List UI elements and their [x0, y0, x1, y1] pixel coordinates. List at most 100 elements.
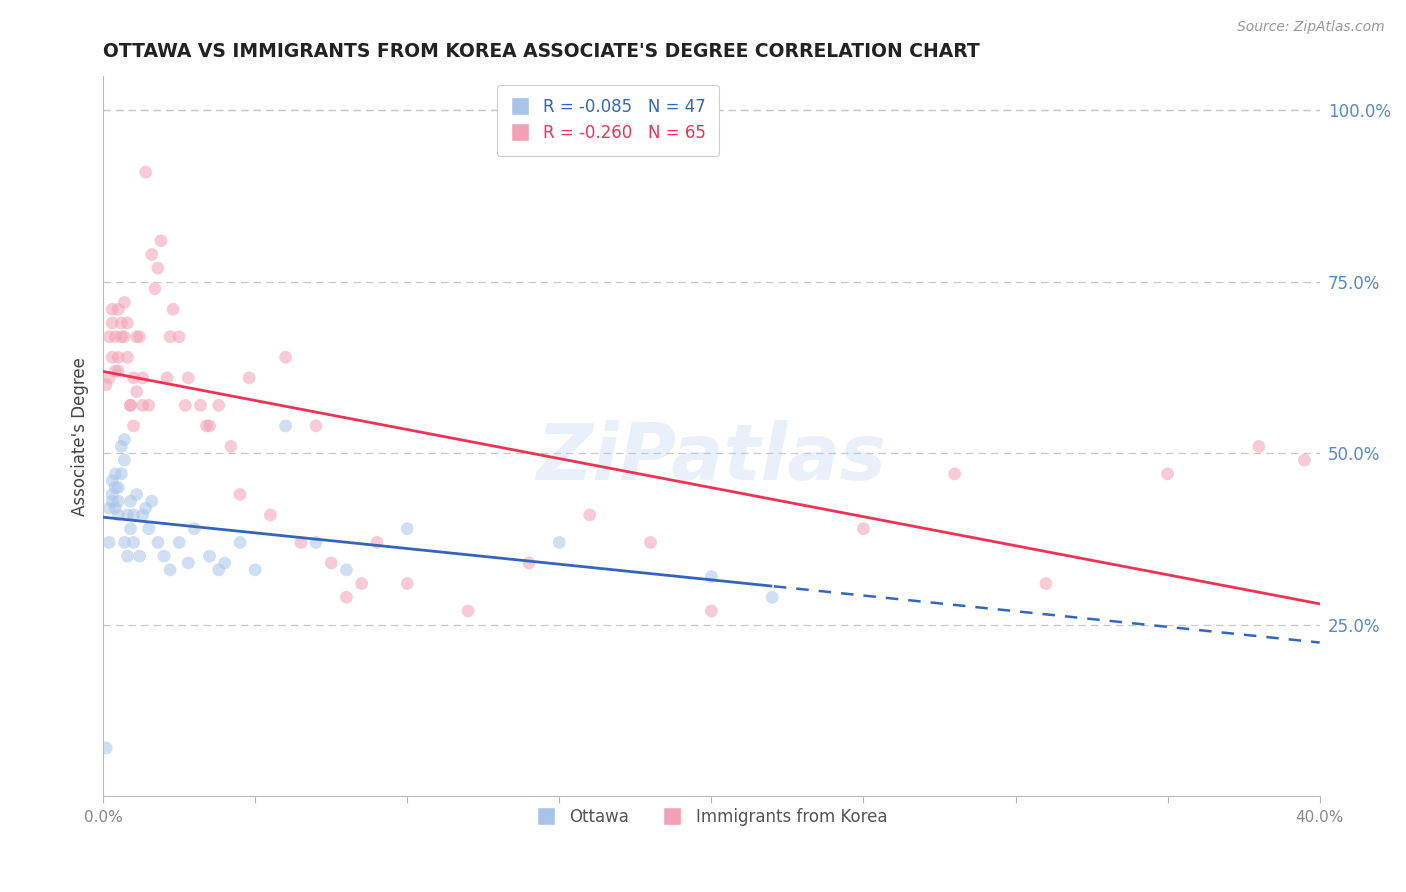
Point	[167, 330, 190, 344]
Point	[167, 535, 190, 549]
Point	[112, 535, 135, 549]
Point	[141, 494, 163, 508]
Point	[366, 535, 388, 549]
Point	[183, 522, 205, 536]
Text: ZiPatlas: ZiPatlas	[537, 420, 886, 496]
Point	[146, 535, 169, 549]
Point	[125, 487, 148, 501]
Point	[110, 439, 132, 453]
Point	[138, 398, 160, 412]
Point	[104, 501, 127, 516]
Point	[135, 165, 157, 179]
Point	[517, 556, 540, 570]
Point	[290, 535, 312, 549]
Point	[350, 576, 373, 591]
Point	[1156, 467, 1178, 481]
Point	[131, 508, 153, 522]
Point	[110, 330, 132, 344]
Point	[104, 481, 127, 495]
Point	[305, 418, 328, 433]
Point	[96, 741, 118, 756]
Point	[110, 316, 132, 330]
Point	[107, 351, 129, 365]
Point	[117, 549, 139, 563]
Point	[396, 522, 419, 536]
Point	[156, 371, 179, 385]
Point	[138, 522, 160, 536]
Point	[245, 563, 267, 577]
Point	[101, 487, 124, 501]
Point	[640, 535, 662, 549]
Point	[98, 371, 121, 385]
Point	[305, 535, 328, 549]
Point	[107, 481, 129, 495]
Point	[159, 330, 181, 344]
Point	[943, 467, 966, 481]
Point	[120, 398, 142, 412]
Point	[125, 384, 148, 399]
Point	[131, 398, 153, 412]
Point	[162, 302, 184, 317]
Point	[101, 474, 124, 488]
Point	[128, 549, 150, 563]
Point	[107, 364, 129, 378]
Point	[174, 398, 197, 412]
Point	[321, 556, 343, 570]
Point	[335, 591, 357, 605]
Point	[117, 508, 139, 522]
Point	[1035, 576, 1057, 591]
Point	[198, 418, 221, 433]
Point	[120, 398, 142, 412]
Point	[238, 371, 260, 385]
Point	[104, 364, 127, 378]
Point	[122, 508, 145, 522]
Point	[149, 234, 172, 248]
Point	[112, 433, 135, 447]
Point	[214, 556, 236, 570]
Point	[1247, 439, 1270, 453]
Point	[104, 330, 127, 344]
Point	[98, 535, 121, 549]
Point	[146, 261, 169, 276]
Point	[128, 330, 150, 344]
Point	[274, 418, 297, 433]
Point	[335, 563, 357, 577]
Point	[112, 453, 135, 467]
Y-axis label: Associate's Degree: Associate's Degree	[72, 357, 89, 516]
Point	[104, 467, 127, 481]
Point	[198, 549, 221, 563]
Point	[229, 535, 252, 549]
Point	[112, 330, 135, 344]
Point	[117, 351, 139, 365]
Point	[131, 371, 153, 385]
Point	[135, 501, 157, 516]
Point	[120, 522, 142, 536]
Legend: Ottawa, Immigrants from Korea: Ottawa, Immigrants from Korea	[527, 800, 896, 835]
Point	[110, 467, 132, 481]
Point	[457, 604, 479, 618]
Point	[107, 494, 129, 508]
Point	[143, 282, 166, 296]
Text: OTTAWA VS IMMIGRANTS FROM KOREA ASSOCIATE'S DEGREE CORRELATION CHART: OTTAWA VS IMMIGRANTS FROM KOREA ASSOCIAT…	[103, 42, 980, 61]
Point	[101, 494, 124, 508]
Point	[107, 508, 129, 522]
Point	[101, 351, 124, 365]
Point	[761, 591, 783, 605]
Point	[208, 398, 231, 412]
Point	[548, 535, 571, 549]
Point	[700, 570, 723, 584]
Point	[700, 604, 723, 618]
Point	[153, 549, 176, 563]
Point	[190, 398, 212, 412]
Point	[107, 302, 129, 317]
Point	[122, 371, 145, 385]
Point	[96, 377, 118, 392]
Point	[396, 576, 419, 591]
Point	[112, 295, 135, 310]
Point	[852, 522, 875, 536]
Point	[159, 563, 181, 577]
Point	[578, 508, 600, 522]
Point	[229, 487, 252, 501]
Point	[117, 316, 139, 330]
Point	[219, 439, 242, 453]
